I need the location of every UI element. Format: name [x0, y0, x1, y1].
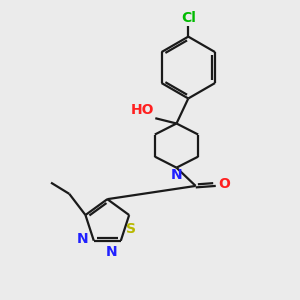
Text: HO: HO — [130, 103, 154, 117]
Text: N: N — [171, 168, 182, 182]
Text: N: N — [106, 245, 117, 259]
Text: O: O — [218, 177, 230, 191]
Text: Cl: Cl — [181, 11, 196, 26]
Text: N: N — [77, 232, 88, 246]
Text: S: S — [126, 221, 136, 236]
